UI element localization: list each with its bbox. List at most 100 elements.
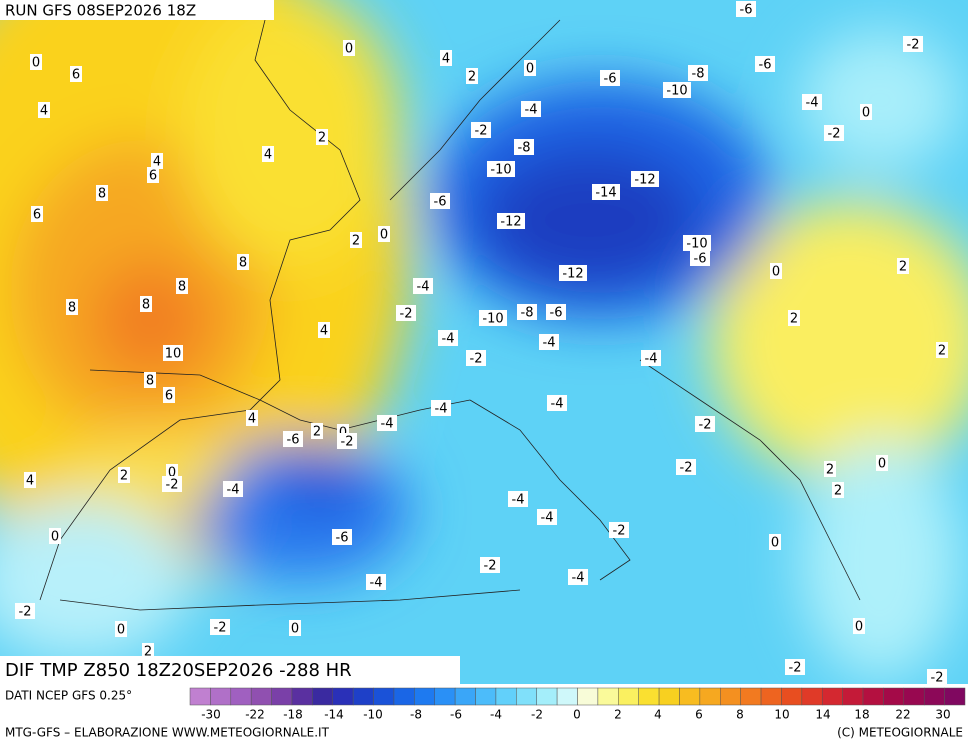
footer-right: (C) METEOGIORNALE [837,726,963,740]
source-label: DATI NCEP GFS 0.25° [5,689,132,703]
colorbar-swatch [495,687,517,706]
colorbar-swatch [903,687,925,706]
colorbar-label: 2 [614,708,622,722]
colorbar-label: -14 [324,708,344,722]
label-box [600,70,620,86]
label-box [396,305,416,321]
label-box [514,139,534,155]
contour-label: -4 [572,571,585,586]
contour-label: 4 [264,148,272,163]
colorbar-swatch [393,687,415,706]
colorbar-swatch [597,687,619,706]
colorbar-swatch [230,687,252,706]
map-title: DIF TMP Z850 18Z20SEP2026 -288 HR [5,660,352,681]
contour-label: 6 [149,169,157,184]
label-box [151,153,163,169]
label-box [695,416,715,432]
contour-label: -2 [166,478,179,493]
contour-label: 0 [855,620,863,635]
label-box [559,265,587,281]
contour-label: -10 [666,84,687,99]
contour-label: 4 [248,412,256,427]
label-box [860,104,872,120]
contour-label: 0 [526,62,534,77]
colorbar-swatch [291,687,313,706]
contour-label: -2 [484,559,497,574]
label-box [466,68,478,84]
colorbar-swatch [944,687,966,706]
label-box [824,461,836,477]
contour-label: 4 [320,324,328,339]
label-box [480,557,500,573]
colorbar-swatch [781,687,803,706]
contour-label: -4 [551,397,564,412]
label-box [927,669,947,685]
contour-label: -6 [694,252,707,267]
contour-label: -4 [525,103,538,118]
colorbar-swatch [332,687,354,706]
colorbar-swatch [699,687,721,706]
label-box [546,304,566,320]
label-box [24,472,36,488]
contour-label: 2 [826,463,834,478]
label-box [853,618,865,634]
contour-label: 2 [313,425,321,440]
label-box [147,167,159,183]
contour-label: 0 [345,42,353,57]
label-box [163,345,183,361]
colorbar: -30 -22 -18 -14 -10 -8 -6 -4 -2 0 2 4 6 8 10 14 18 22 30 [189,687,966,722]
label-box [66,299,78,315]
contour-label: 8 [239,256,247,271]
colorbar-swatch [883,687,905,706]
contour-label: -4 [442,332,455,347]
label-box [440,50,452,66]
contour-label: -4 [370,576,383,591]
label-box [38,102,50,118]
colorbar-swatch [189,687,211,706]
coastlines [39,0,861,611]
run-label: RUN GFS 08SEP2026 18Z [5,2,196,20]
label-box [471,122,491,138]
label-box [289,620,301,636]
colorbar-label: -8 [410,708,422,722]
label-box [524,60,536,76]
label-box [96,185,108,201]
contour-label: -6 [604,72,617,87]
colorbar-swatch [516,687,537,706]
colorbar-swatch [862,687,884,706]
colorbar-swatch [536,687,558,706]
label-box [517,304,537,320]
label-box [237,254,249,270]
map-field [0,0,968,684]
label-box [631,171,659,187]
label-box [246,410,258,426]
colorbar-swatch [658,687,680,706]
contour-label: 8 [98,187,106,202]
label-box [311,423,323,439]
contour-label: -2 [475,124,488,139]
contour-label: -12 [562,267,583,282]
label-box [210,619,230,635]
label-box [487,161,515,177]
contour-label: -2 [907,38,920,53]
contour-label: -8 [521,306,534,321]
colorbar-label: -4 [490,708,502,722]
label-box [318,322,330,338]
contour-label: -10 [490,163,511,178]
contour-label: -2 [828,127,841,142]
contour-label: 0 [51,530,59,545]
colorbar-swatch [618,687,639,706]
colorbar-swatch [720,687,741,706]
label-box [142,643,154,659]
contour-label: -2 [699,418,712,433]
label-box [547,395,567,411]
label-box [262,146,274,162]
label-box [438,330,458,346]
label-box [144,372,156,388]
label-box [343,40,355,56]
label-box [592,184,620,200]
contour-label: -6 [287,433,300,448]
contour-label: 4 [153,155,161,170]
label-box [337,433,357,449]
